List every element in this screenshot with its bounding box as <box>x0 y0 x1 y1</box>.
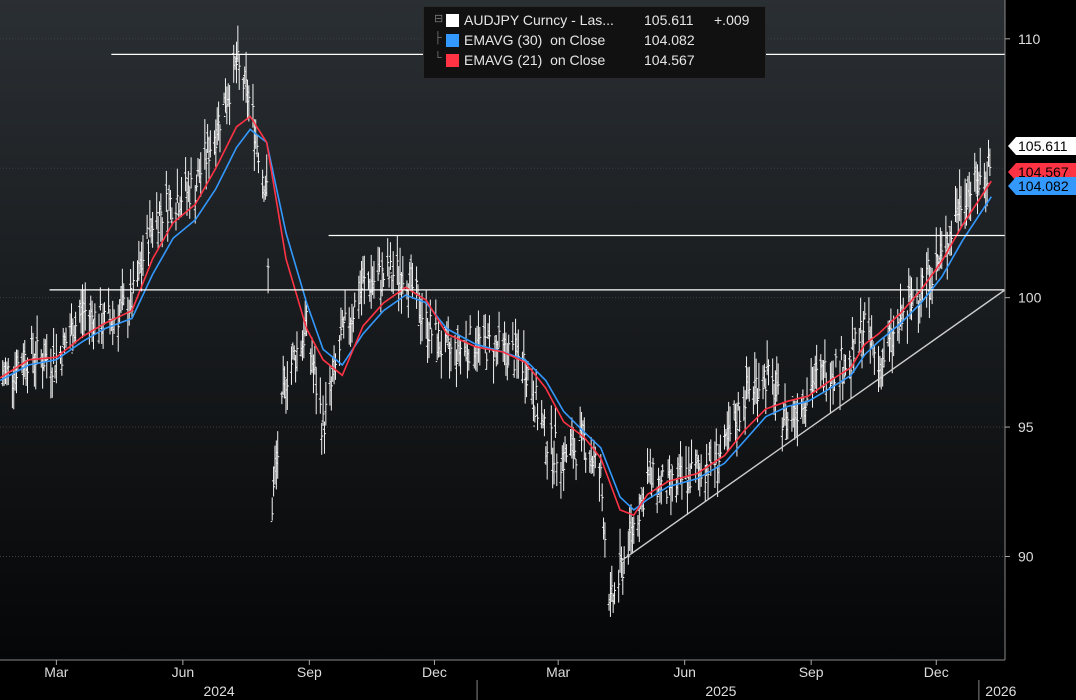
y-tick-label: 110 <box>1018 31 1041 47</box>
bottom-axis-bg <box>0 660 1076 700</box>
right-axis-bg <box>1005 0 1076 700</box>
price-swatch-icon <box>446 14 459 27</box>
y-tick-label: 100 <box>1018 290 1042 306</box>
axis-tag-shape <box>1008 163 1076 181</box>
x-tick-label: Mar <box>44 664 68 680</box>
x-year-label: 2024 <box>204 683 235 699</box>
ema30-line <box>0 128 992 511</box>
legend-value: 104.567 <box>644 52 695 68</box>
legend-value: 105.611 <box>644 12 694 28</box>
plot-background <box>0 0 1005 660</box>
axis-value-tag: 104.567 <box>1008 163 1076 181</box>
legend-label: EMAVG (30) on Close <box>464 32 606 48</box>
ema21-swatch-icon <box>446 54 459 67</box>
x-year-label: 2026 <box>985 683 1016 699</box>
trend-line <box>619 289 1006 563</box>
x-year-label: 2025 <box>705 683 736 699</box>
x-tick-label: Dec <box>924 664 949 680</box>
axis-tag-shape <box>1008 177 1076 195</box>
price-bars <box>1 25 992 617</box>
y-tick-label: 95 <box>1018 419 1034 435</box>
x-tick-label: Sep <box>799 664 824 680</box>
ema21-line <box>0 115 992 517</box>
axis-tag-shape <box>1008 137 1076 155</box>
legend-row-price: ⊟ AUDJPY Curncy - Las... 105.611 +.009 <box>424 11 765 31</box>
x-tick-label: Jun <box>673 664 696 680</box>
x-tick-label: Jun <box>172 664 195 680</box>
x-tick-label: Mar <box>546 664 570 680</box>
y-tick-label: 90 <box>1018 548 1034 564</box>
legend-value: 104.082 <box>644 32 695 48</box>
legend-row-ema30: ├ EMAVG (30) on Close 104.082 <box>424 31 765 51</box>
axis-value-tag: 105.611 <box>1008 137 1076 155</box>
axis-tag-label: 104.567 <box>1018 164 1069 180</box>
legend-label: AUDJPY Curncy - Las... <box>464 12 614 28</box>
axis-value-tag: 104.082 <box>1008 177 1076 195</box>
tree-branch-icon: ├ <box>434 32 442 44</box>
legend-label: EMAVG (21) on Close <box>464 52 606 68</box>
chart-legend: ⊟ AUDJPY Curncy - Las... 105.611 +.009 ├… <box>423 6 766 79</box>
axis-tag-label: 105.611 <box>1018 138 1068 154</box>
legend-row-ema21: └ EMAVG (21) on Close 104.567 <box>424 51 765 71</box>
tree-branch-icon: └ <box>434 52 442 64</box>
x-tick-label: Dec <box>422 664 447 680</box>
legend-change: +.009 <box>714 12 750 28</box>
x-tick-label: Sep <box>297 664 322 680</box>
axis-tag-label: 104.082 <box>1018 178 1069 194</box>
ema30-swatch-icon <box>446 34 459 47</box>
collapse-icon[interactable]: ⊟ <box>434 13 444 25</box>
